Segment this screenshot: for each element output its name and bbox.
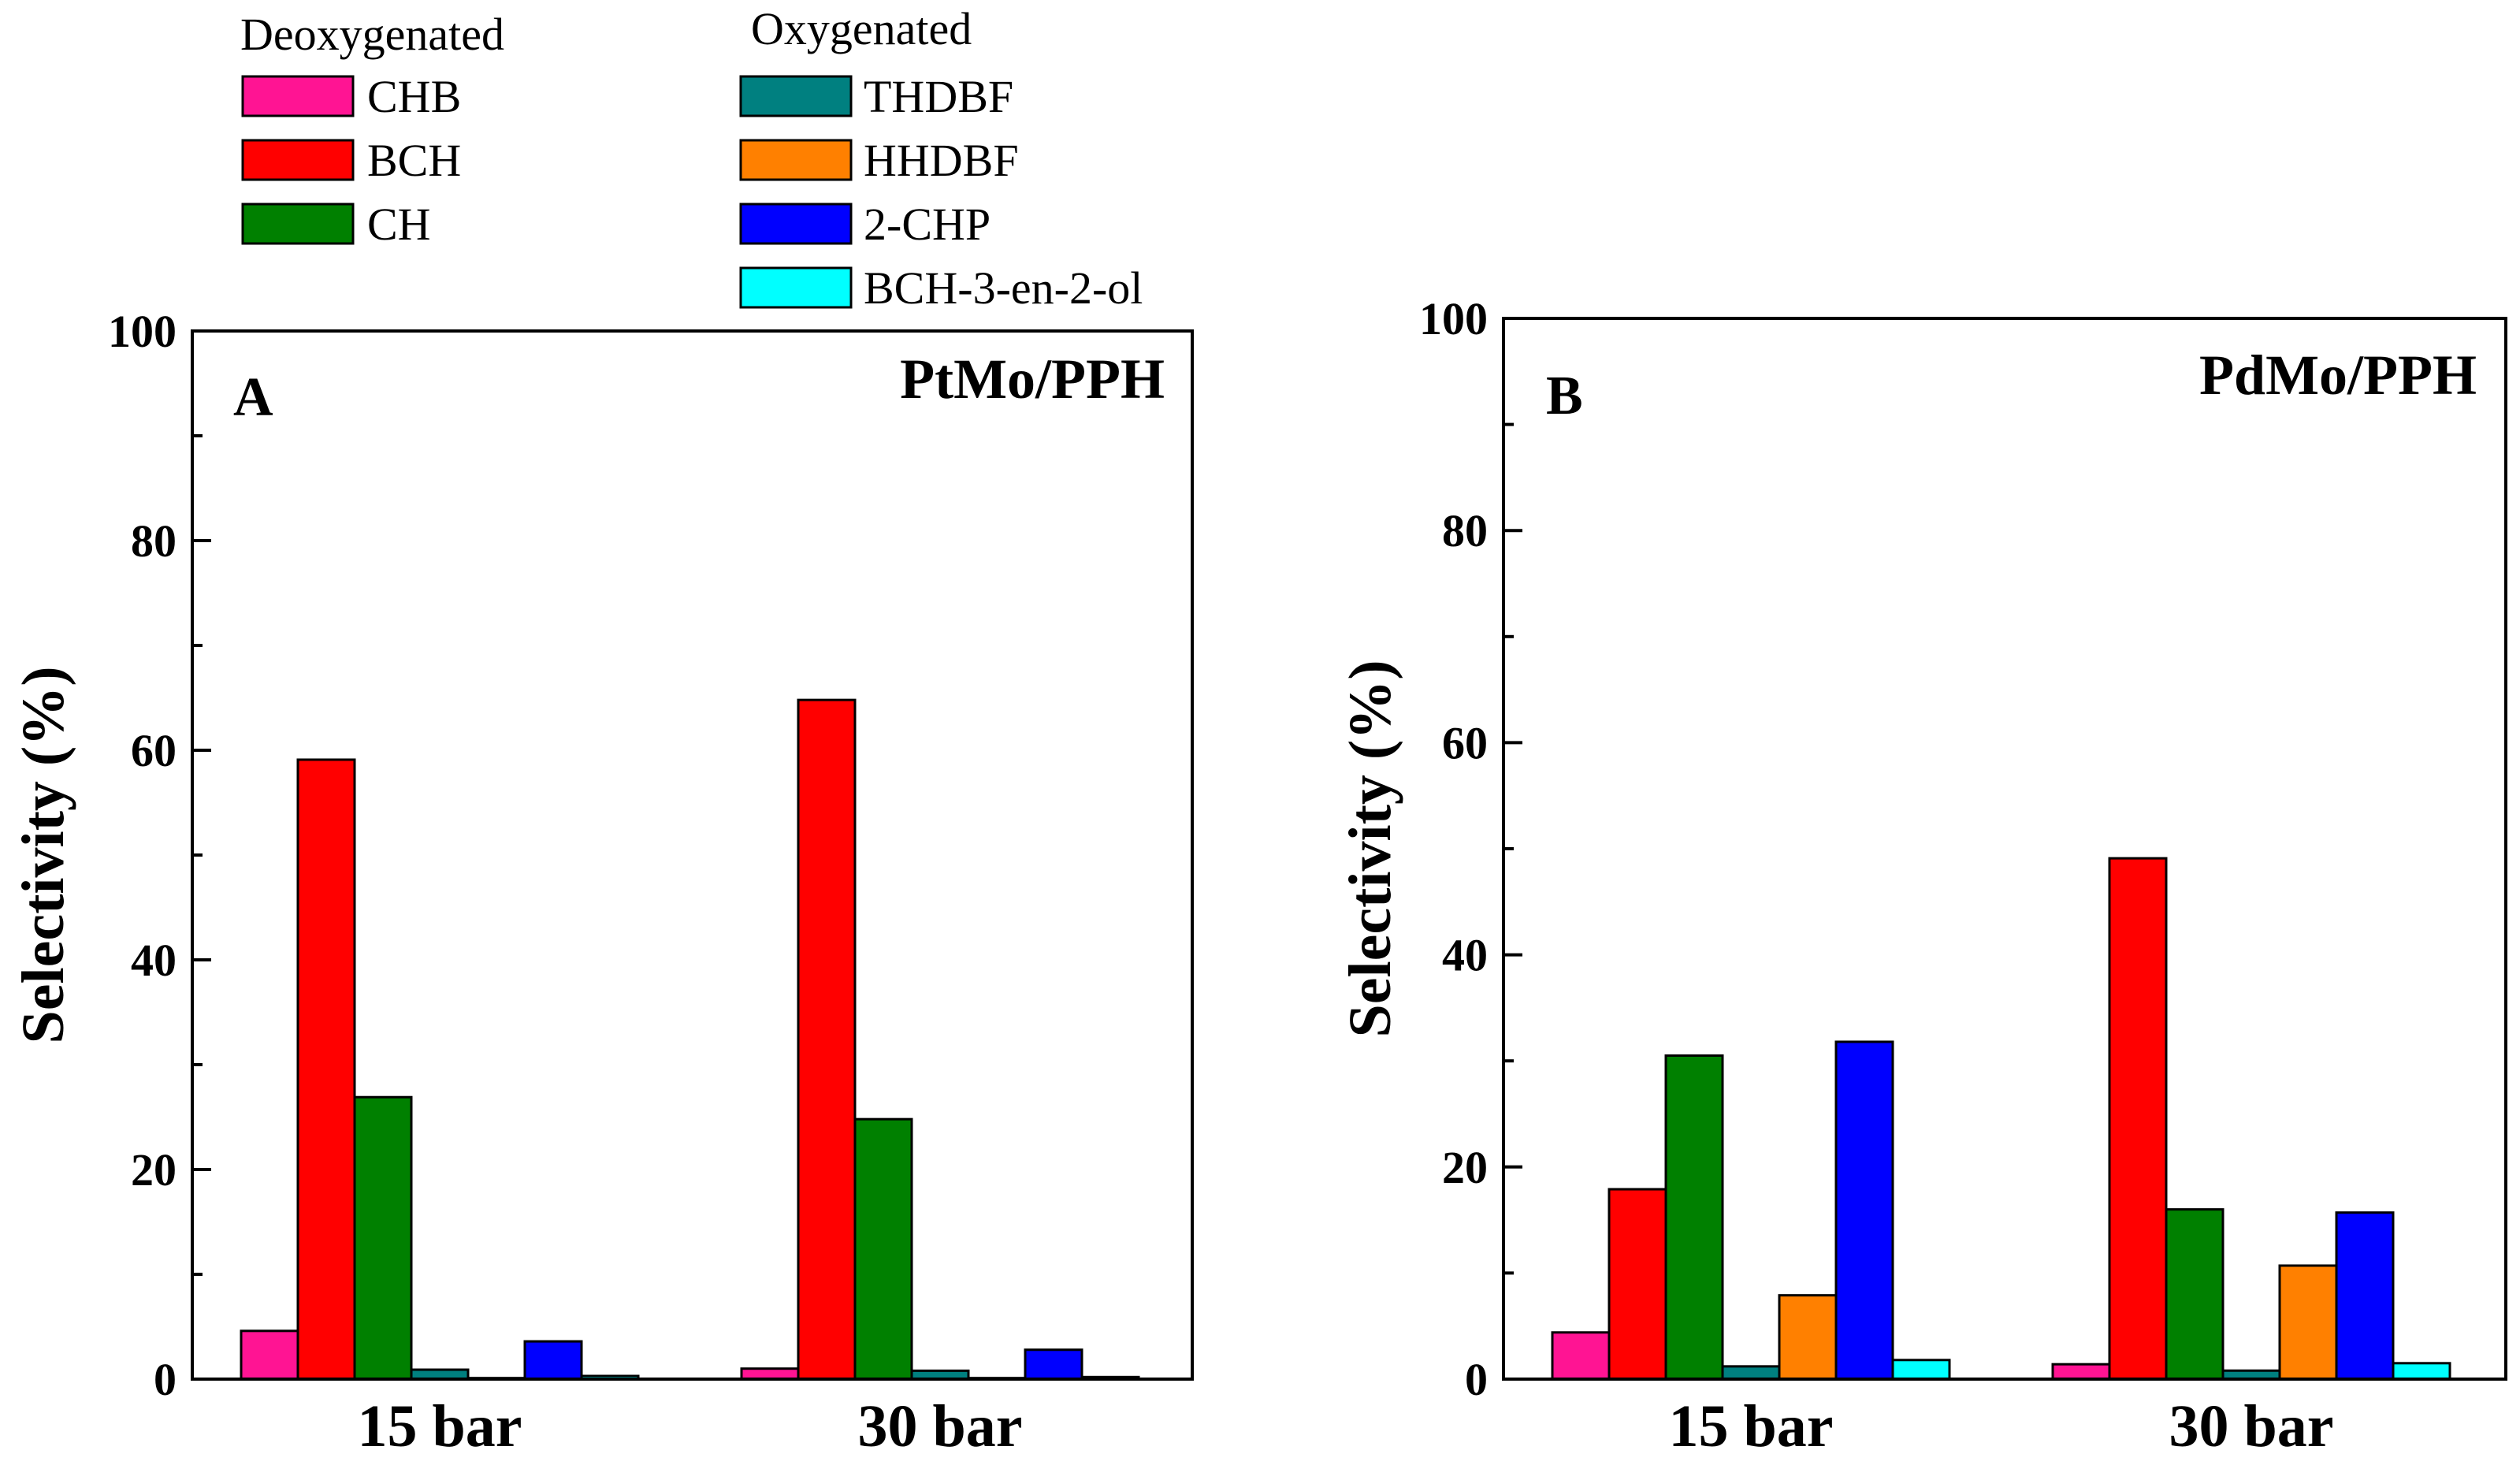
bar-chb-15-bar: [240, 1329, 299, 1381]
legend: Deoxygenated CHB BCH CH Oxygenated THDBF HHDBF…: [240, 3, 1143, 314]
legend-swatch-hhdbf: [739, 139, 853, 181]
legend-heading-deoxygenated: Deoxygenated: [240, 9, 504, 60]
y-tick-label-20: 20: [1442, 1142, 1488, 1193]
y-tick-label-0: 0: [1465, 1354, 1488, 1405]
bar-2-chp-15-bar: [1834, 1040, 1894, 1381]
bar-ch-30-bar: [853, 1117, 913, 1381]
bar-chb-30-bar: [2051, 1363, 2111, 1381]
legend-swatch-bch-3-en-2-ol: [739, 266, 853, 309]
panel-letter: A: [233, 367, 273, 428]
bar-hhdbf-30-bar: [2278, 1264, 2338, 1381]
panel-letter: B: [1546, 366, 1583, 426]
x-category-label-15-bar: 15 bar: [358, 1393, 522, 1459]
y-tick-label-40: 40: [131, 935, 177, 986]
panel-a: 0 20 40 60 80 100 15 bar 30 bar Selectivity (%) A…: [10, 306, 1194, 1459]
legend-swatch-2-chp: [739, 203, 853, 245]
panel-title: PtMo/PPH: [900, 348, 1165, 411]
bar-bch-30-bar: [797, 698, 857, 1381]
y-tick-label-60: 60: [1442, 717, 1488, 768]
bar-bch-3-en-2-ol-30-bar: [2392, 1362, 2451, 1381]
legend-label-2-chp: 2-CHP: [864, 199, 991, 250]
legend-label-bch-3-en-2-ol: BCH-3-en-2-ol: [864, 262, 1143, 314]
legend-label-hhdbf: HHDBF: [864, 135, 1019, 186]
panel-title: PdMo/PPH: [2199, 344, 2477, 407]
y-axis-title: Selectivity (%): [1337, 660, 1403, 1037]
bar-bch-15-bar: [296, 758, 356, 1381]
y-tick-label-80: 80: [1442, 505, 1488, 556]
y-axis-title: Selectivity (%): [10, 666, 76, 1043]
bar-ch-30-bar: [2165, 1208, 2225, 1381]
bar-bch-3-en-2-ol-15-bar: [1891, 1359, 1951, 1381]
y-tick-label-20: 20: [131, 1144, 177, 1195]
y-tick-label-100: 100: [108, 306, 177, 357]
bar-ch-15-bar: [1664, 1054, 1724, 1381]
bar-thdbf-15-bar: [1721, 1365, 1781, 1381]
y-tick-label-60: 60: [131, 725, 177, 776]
bar-chb-15-bar: [1551, 1331, 1611, 1381]
bar-bch-15-bar: [1608, 1188, 1667, 1381]
x-category-label-30-bar: 30 bar: [858, 1393, 1023, 1459]
bar-2-chp-30-bar: [2335, 1211, 2395, 1381]
legend-heading-oxygenated: Oxygenated: [751, 3, 972, 54]
bar-ch-15-bar: [353, 1095, 413, 1381]
x-category-label-30-bar: 30 bar: [2169, 1393, 2334, 1459]
legend-label-ch: CH: [367, 199, 431, 250]
bar-2-chp-30-bar: [1024, 1348, 1083, 1381]
y-tick-label-0: 0: [154, 1354, 177, 1405]
y-tick-label-80: 80: [131, 515, 177, 567]
legend-swatch-ch: [241, 203, 355, 245]
legend-label-bch: BCH: [367, 135, 461, 186]
legend-swatch-bch: [241, 139, 355, 181]
legend-swatch-chb: [241, 75, 355, 117]
y-tick-label-40: 40: [1442, 930, 1488, 981]
panel-b: 0 20 40 60 80 100 15 bar 30 bar Selectivity (%) B…: [1337, 293, 2507, 1459]
legend-swatch-thdbf: [739, 75, 853, 117]
legend-label-thdbf: THDBF: [864, 71, 1013, 122]
bar-2-chp-15-bar: [523, 1340, 583, 1381]
bar-bch-30-bar: [2108, 857, 2168, 1381]
y-tick-label-100: 100: [1419, 293, 1488, 344]
x-category-label-15-bar: 15 bar: [1669, 1393, 1834, 1459]
bar-hhdbf-15-bar: [1778, 1294, 1838, 1381]
legend-label-chb: CHB: [367, 71, 461, 122]
